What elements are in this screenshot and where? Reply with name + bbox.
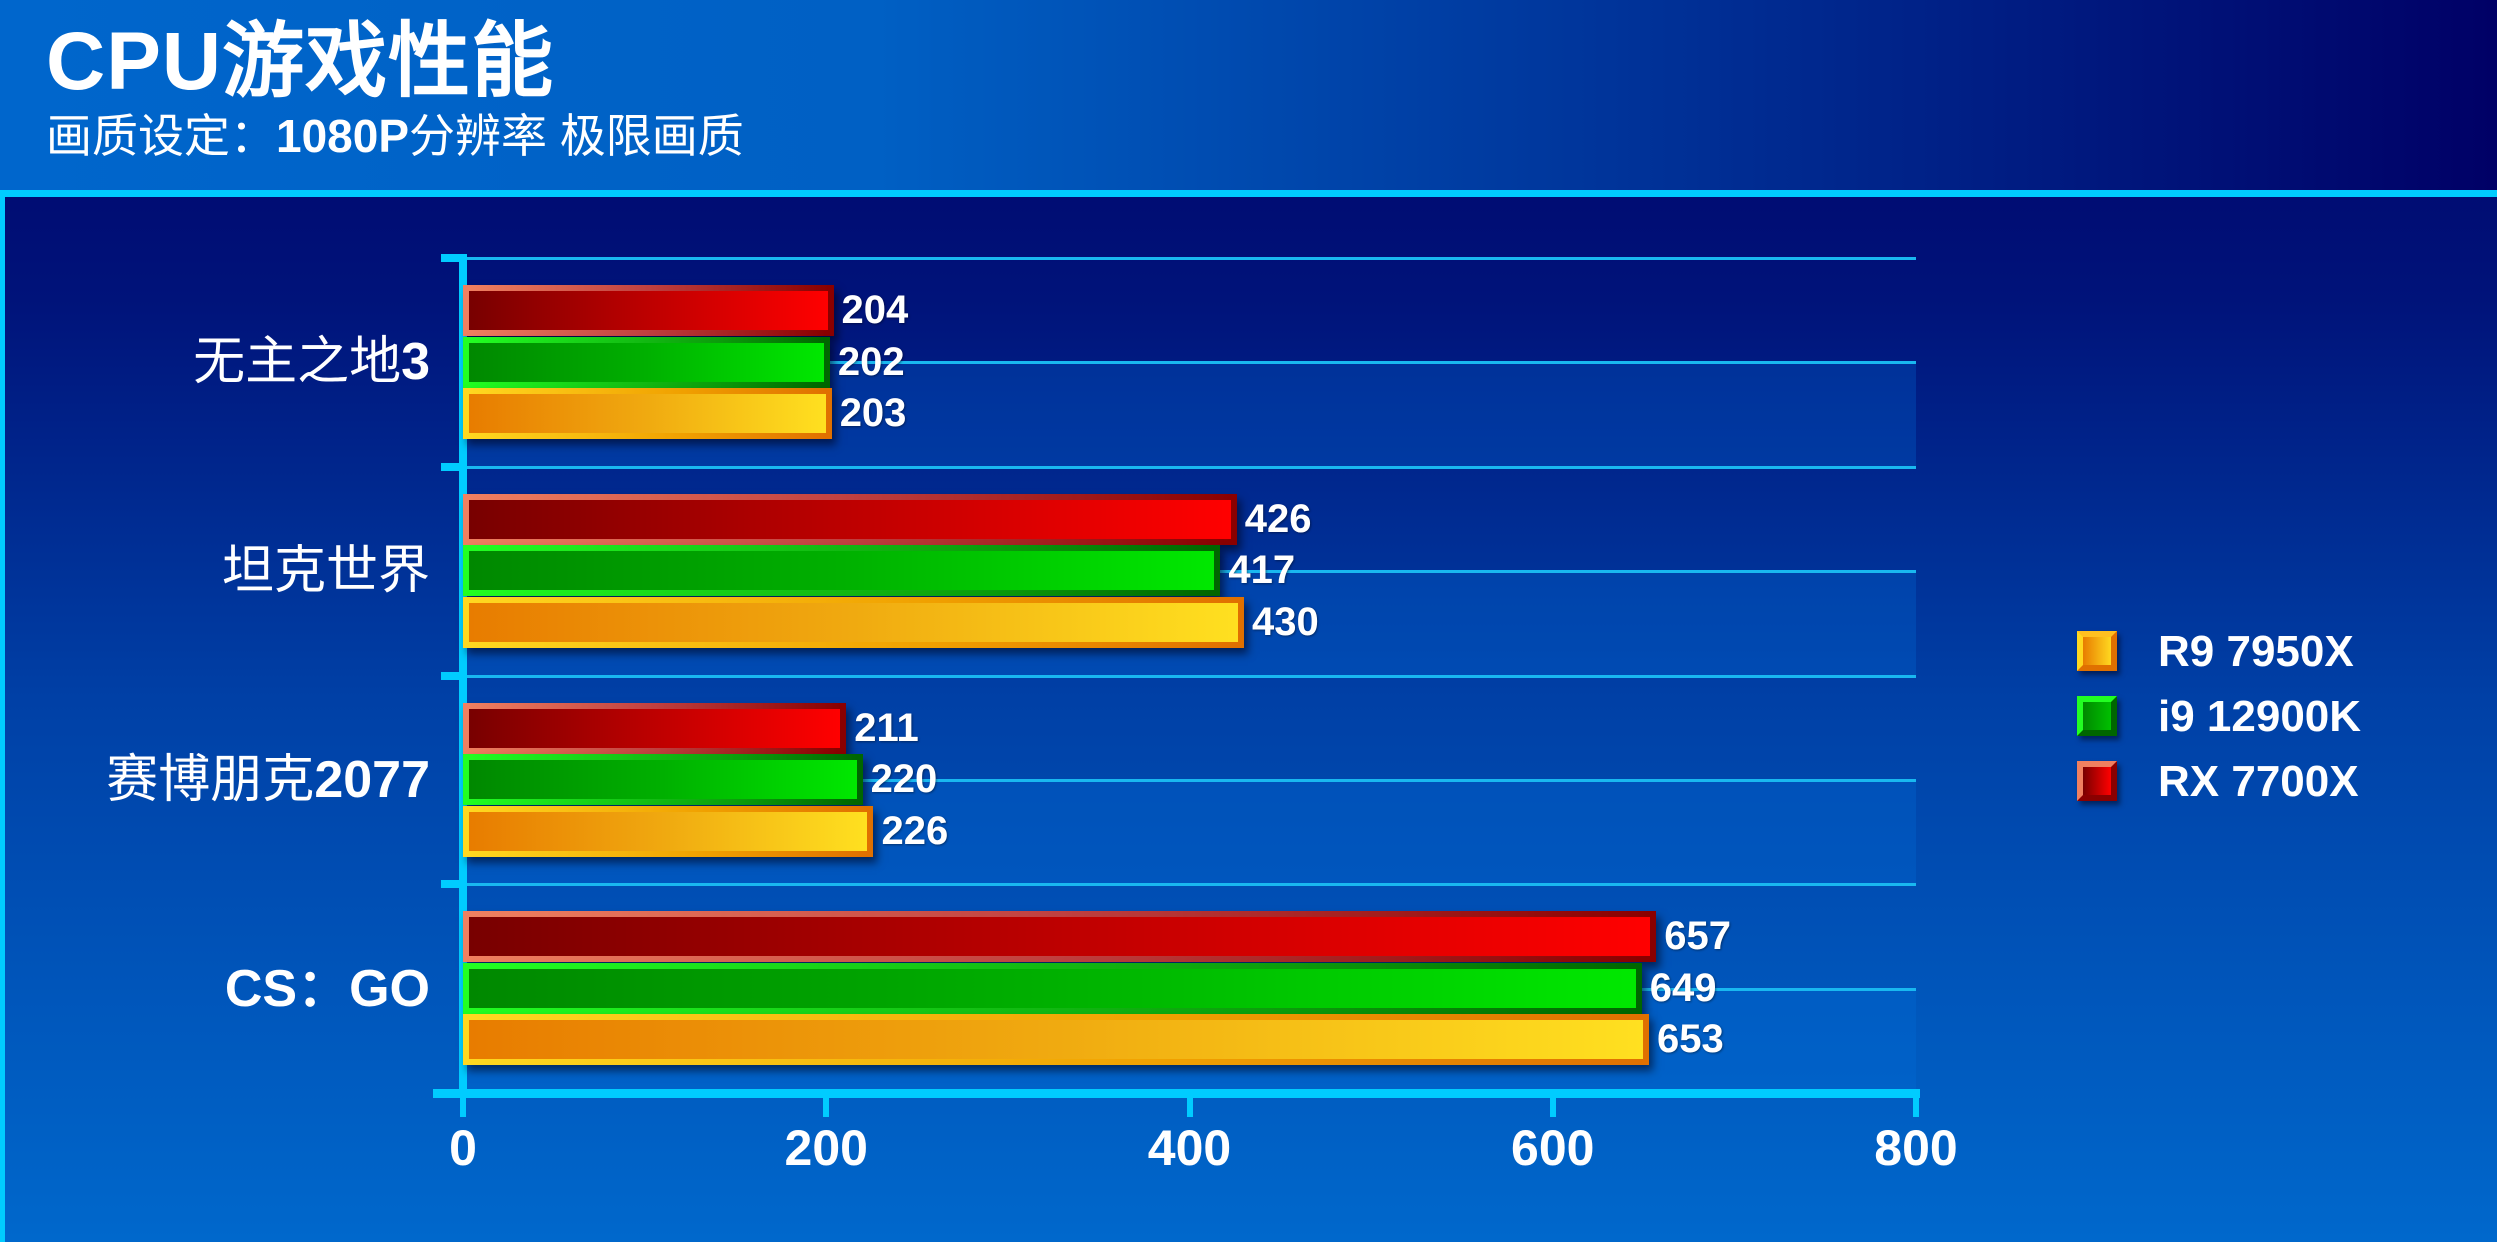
y-tick [441,254,465,262]
bar-value-label: 426 [1244,496,1312,541]
gridline [463,465,1916,469]
chart-subtitle: 画质设定：1080P分辨率 极限画质 [46,108,744,164]
bar-value-label: 204 [841,288,909,332]
bar-red[interactable] [463,285,834,336]
x-tick [1186,1089,1193,1117]
x-axis [433,1089,1920,1098]
x-tick-label: 800 [1874,1120,1958,1176]
bar-green[interactable] [463,545,1221,597]
bar-orange[interactable] [463,1014,1649,1066]
x-tick-label: 0 [449,1120,477,1176]
legend-swatch-orange [2077,631,2117,671]
category-suffix: 3 [401,333,430,392]
bar-value-label: 649 [1649,965,1717,1010]
gridline [463,361,1916,365]
bar-value-label: 211 [854,705,919,750]
x-tick-label: 200 [784,1120,868,1176]
category-name: 赛博朋克 [106,750,315,809]
legend-swatch-green [2077,696,2117,736]
header-divider [0,190,2497,197]
chart-title: CPU游戏性能 [46,16,555,107]
bar-value-label: 203 [839,391,907,435]
x-tick [460,1089,466,1117]
category-label: 赛博朋克2077 [106,750,430,810]
bar-orange[interactable] [463,805,874,857]
legend-label: RX 7700X [2158,757,2359,806]
bar-value-label: 430 [1251,599,1319,644]
legend-swatch-red [2077,761,2117,801]
bar-orange[interactable] [463,388,832,439]
bar-value-label: 657 [1664,914,1732,959]
category-suffix: CS：GO [224,959,430,1018]
bar-value-label: 653 [1657,1017,1724,1062]
bar-green[interactable] [463,754,863,805]
bar-value-label: 202 [837,339,905,384]
y-tick [441,880,465,889]
gridline [463,883,1916,887]
x-tick [1913,1089,1919,1117]
bar-red[interactable] [463,911,1657,963]
gridline [463,674,1916,678]
category-suffix: 2077 [314,750,430,809]
x-tick [823,1089,830,1117]
bar-red[interactable] [463,702,847,754]
y-tick [441,671,465,680]
x-tick [1549,1089,1556,1117]
bar-green[interactable] [463,336,830,388]
category-label: 坦克世界 [222,541,430,601]
bar-value-label: 226 [881,808,949,853]
subtitle-prefix: 画质设定： [46,110,276,162]
x-tick-label: 400 [1147,1120,1232,1176]
legend-label: i9 12900K [2158,692,2362,741]
bar-value-label: 220 [870,757,938,801]
bar-red[interactable] [463,493,1237,545]
left-border [0,190,5,1242]
header-band [0,0,2497,190]
legend-label: R9 7950X [2158,627,2354,676]
subtitle-resolution: 1080P [276,110,410,162]
category-label: 无主之地3 [193,332,430,392]
category-name: 坦克世界 [221,542,430,601]
category-name: 无主之地 [193,333,402,392]
y-tick [441,462,465,471]
gridline [463,257,1916,260]
bar-green[interactable] [463,962,1642,1014]
category-label: CS：GO [225,959,430,1019]
bar-value-label: 417 [1228,548,1296,593]
bar-orange[interactable] [463,596,1244,648]
x-tick-label: 600 [1511,1120,1595,1176]
gridline [463,778,1916,782]
subtitle-suffix: 分辨率 极限画质 [409,110,744,162]
